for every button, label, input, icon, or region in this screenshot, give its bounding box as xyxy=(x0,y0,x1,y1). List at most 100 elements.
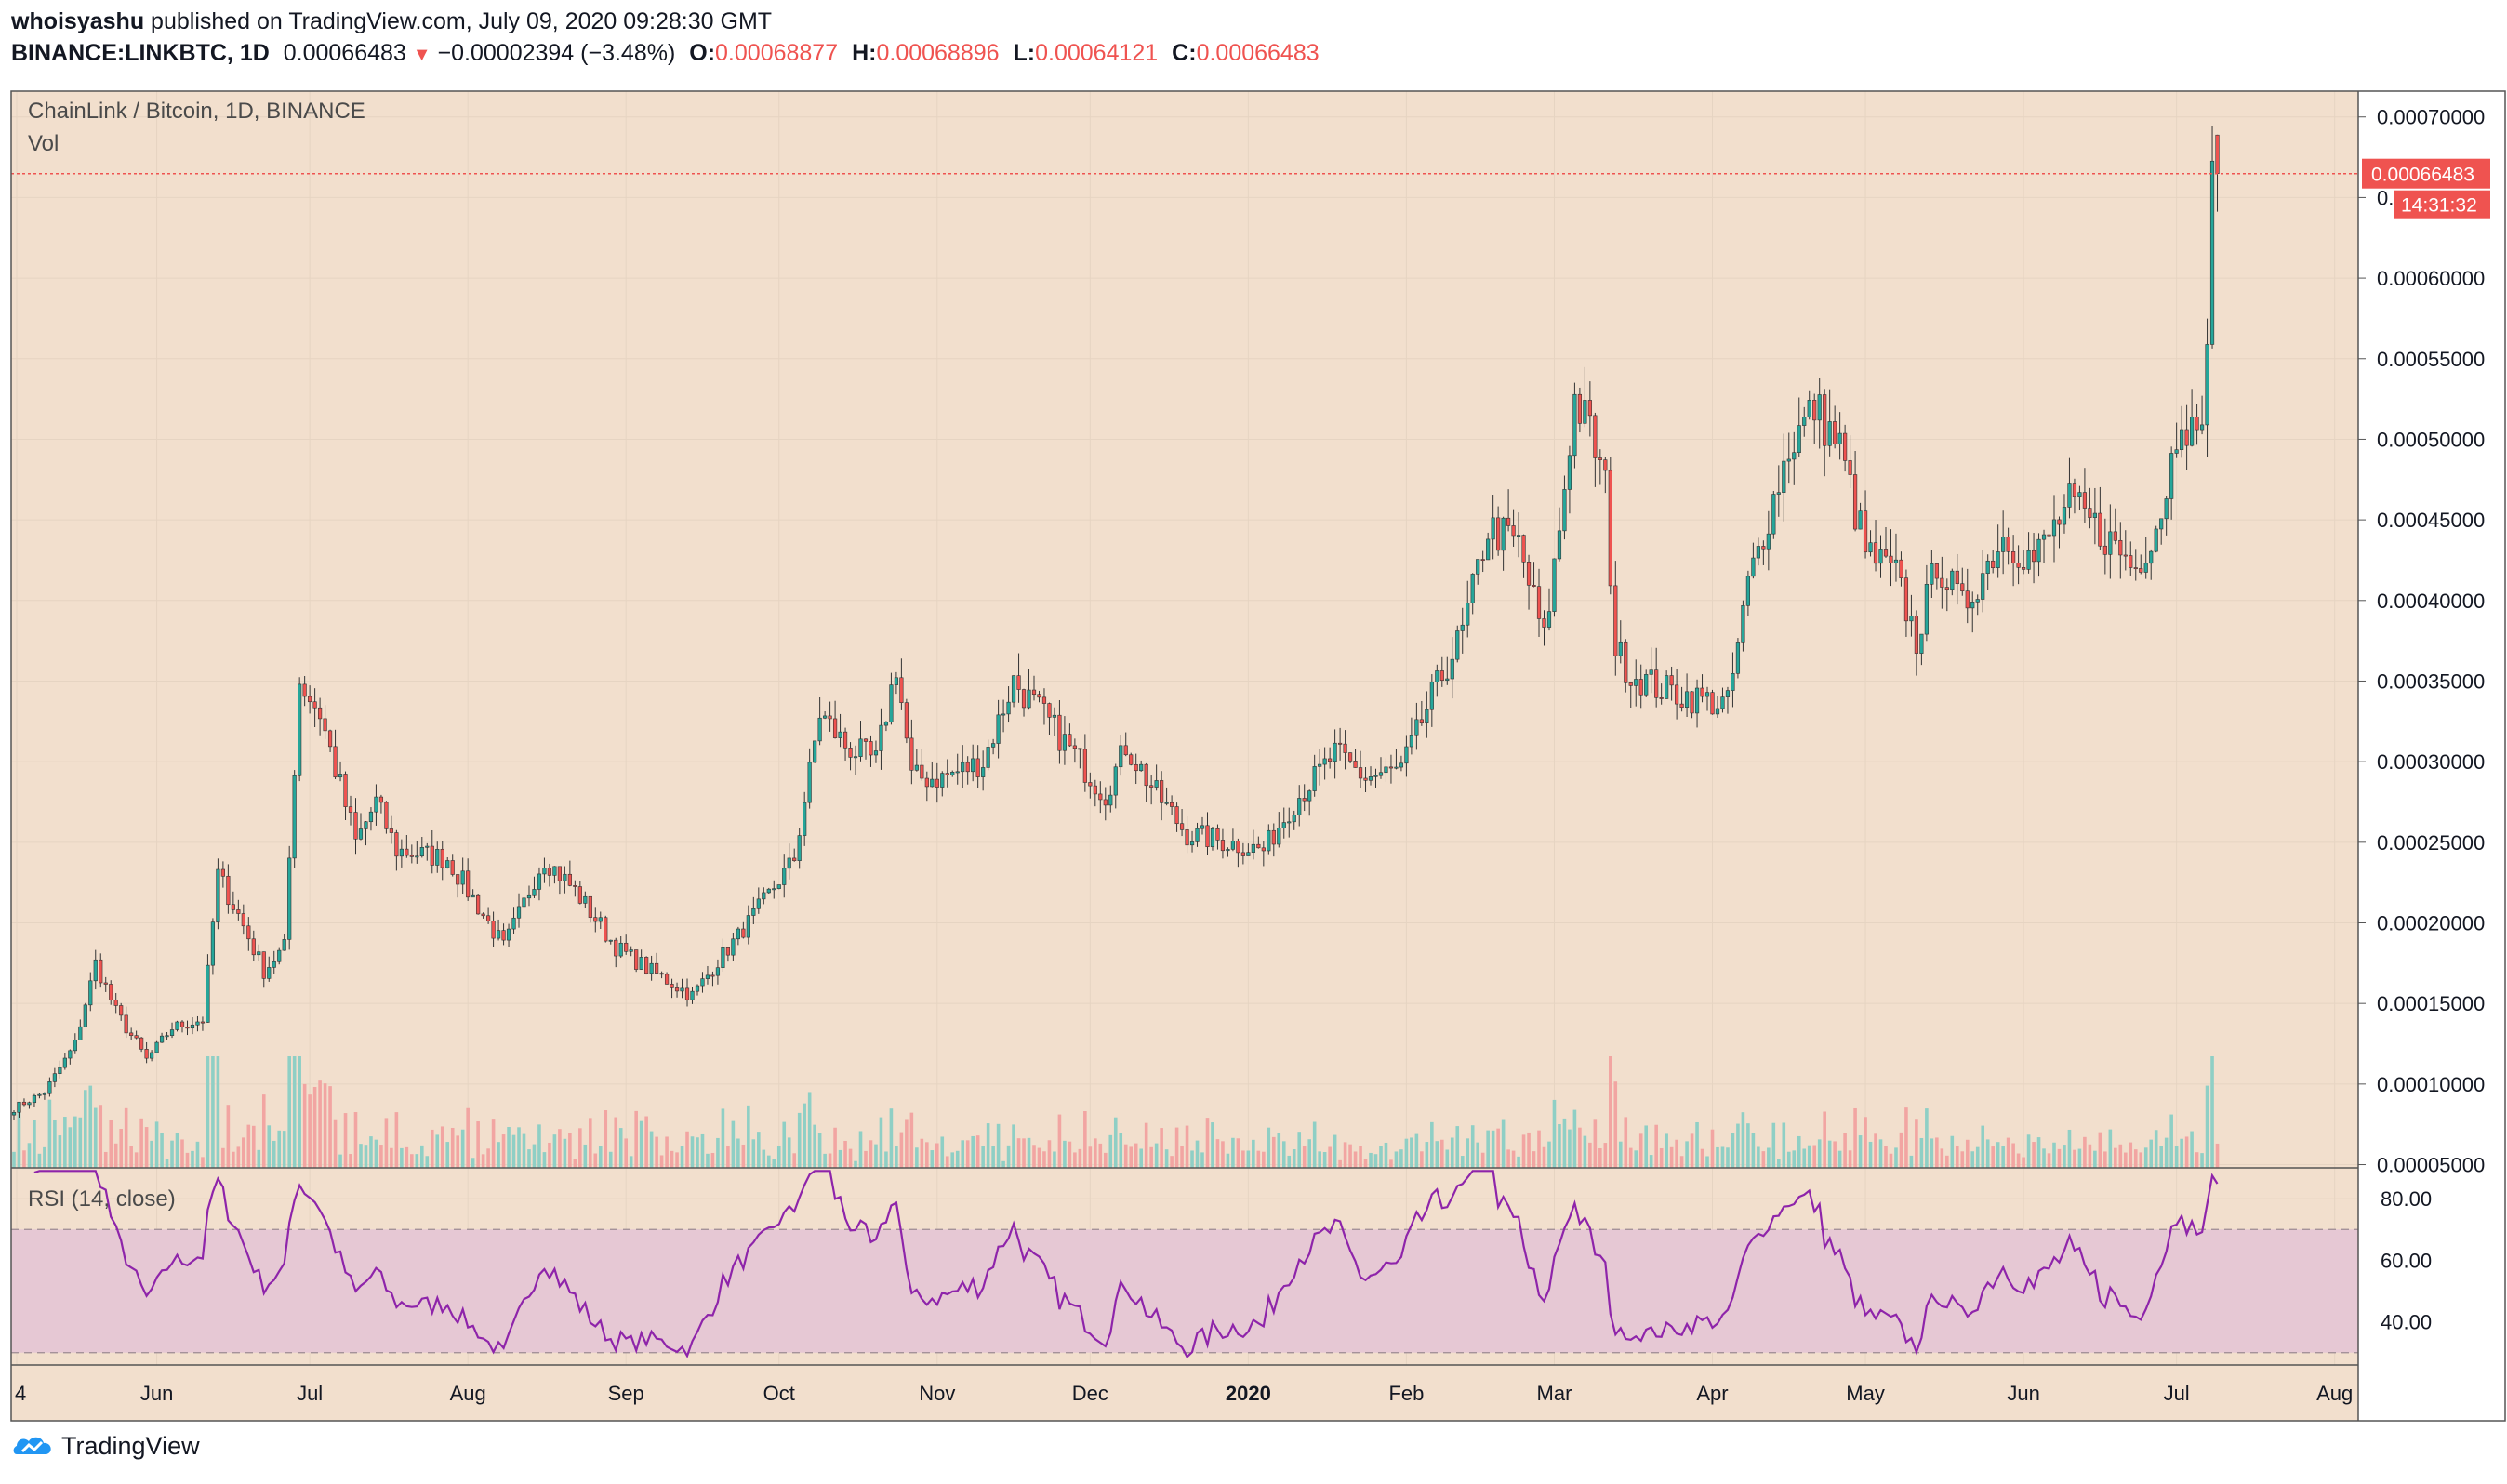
candle-body xyxy=(1812,400,1817,421)
candle-body xyxy=(695,985,700,992)
candle-body xyxy=(996,714,1001,744)
volume-bar xyxy=(1363,1159,1368,1168)
rsi-tick-label: 40.00 xyxy=(2381,1311,2432,1334)
candle-body xyxy=(848,748,853,758)
volume-bar xyxy=(1307,1139,1311,1168)
volume-bar xyxy=(583,1144,588,1168)
candle-body xyxy=(1567,455,1572,490)
candle-body xyxy=(961,762,965,773)
volume-bar xyxy=(823,1153,827,1168)
volume-bar xyxy=(1527,1132,1531,1168)
candle-body xyxy=(2199,424,2205,431)
volume-bar xyxy=(1588,1142,1592,1168)
candle-body xyxy=(2047,534,2051,537)
volume-bar xyxy=(2103,1151,2107,1168)
candle-body xyxy=(552,866,557,876)
volume-bar xyxy=(1302,1146,1307,1168)
candle-body xyxy=(1160,780,1164,803)
candle-body xyxy=(179,1021,185,1027)
volume-bar xyxy=(1638,1133,1643,1168)
candle-body xyxy=(236,909,241,914)
volume-bar xyxy=(236,1146,241,1168)
volume-bar xyxy=(374,1139,378,1168)
candle-body xyxy=(710,974,715,977)
volume-bar xyxy=(1373,1154,1378,1168)
candle-body xyxy=(2102,545,2107,555)
candle-body xyxy=(327,730,333,748)
candle-body xyxy=(879,724,883,751)
rsi-axis[interactable]: 40.00 60.00 80.00 xyxy=(2381,1187,2432,1334)
candle-body xyxy=(649,962,654,974)
volume-bar xyxy=(43,1146,46,1168)
candle-body xyxy=(1388,766,1394,769)
volume-bar xyxy=(22,1150,26,1168)
volume-bar xyxy=(323,1083,327,1168)
high-value: 0.00068896 xyxy=(876,40,1000,66)
volume-bar xyxy=(537,1124,541,1168)
volume-bar xyxy=(1460,1156,1465,1168)
candle-body xyxy=(1914,616,1919,654)
candle-body xyxy=(2098,512,2102,547)
volume-bar xyxy=(558,1129,562,1168)
candle-body xyxy=(899,677,904,703)
candle-body xyxy=(1149,785,1154,788)
price-axis[interactable]: 0.00005000 0.00010000 0.00015000 0.00020000… xyxy=(2358,106,2485,1177)
candle-body xyxy=(680,987,684,992)
volume-bar xyxy=(766,1155,771,1168)
time-axis[interactable]: 4 Jun Jul Aug Sep Oct Nov Dec 2020 Feb Mar Apr May Ju… xyxy=(15,1382,2353,1405)
volume-bar xyxy=(2149,1139,2154,1168)
volume-bar xyxy=(787,1137,791,1168)
candle-body xyxy=(684,987,690,1000)
candle-body xyxy=(2164,498,2169,520)
volume-bar xyxy=(338,1154,342,1168)
volume-bar xyxy=(665,1136,669,1168)
candle-body xyxy=(1797,425,1801,454)
volume-bar xyxy=(1771,1122,1776,1168)
candle-body xyxy=(1098,793,1103,801)
series-title[interactable]: ChainLink / Bitcoin, 1D, BINANCE xyxy=(28,99,365,124)
candle-body xyxy=(1139,763,1144,772)
volume-bar xyxy=(710,1152,715,1168)
candle-body xyxy=(491,921,496,939)
volume-bar xyxy=(2036,1137,2041,1168)
volume-bar xyxy=(2063,1145,2066,1168)
candle-body xyxy=(614,939,618,957)
tradingview-brand[interactable]: TradingView xyxy=(11,1432,200,1461)
volume-bar xyxy=(884,1151,888,1168)
candle-body xyxy=(1261,847,1266,852)
volume-bar xyxy=(2180,1138,2183,1168)
candle-body xyxy=(522,897,526,908)
volume-bar xyxy=(1078,1148,1082,1168)
candle-body xyxy=(358,828,364,840)
candle-body xyxy=(832,718,838,738)
volume-bar xyxy=(27,1143,32,1168)
candle-body xyxy=(1429,682,1434,710)
volume-bar xyxy=(333,1119,338,1168)
publisher-name[interactable]: whoisyashu xyxy=(11,8,145,34)
volume-bar xyxy=(1919,1137,1924,1168)
volume-bar xyxy=(930,1150,935,1168)
candle-body xyxy=(516,906,522,919)
volume-bar xyxy=(1032,1145,1036,1168)
volume-bar xyxy=(1312,1121,1317,1168)
price-tick-label: 0.00010000 xyxy=(2377,1073,2485,1096)
volume-bar xyxy=(1685,1141,1689,1168)
candle-body xyxy=(1353,761,1358,768)
volume-bar xyxy=(1369,1152,1373,1168)
volume-bar xyxy=(1868,1141,1873,1168)
volume-bar xyxy=(2042,1148,2046,1168)
volume-label[interactable]: Vol xyxy=(28,131,59,156)
candle-body xyxy=(604,917,608,942)
time-tick-label: May xyxy=(1846,1382,1885,1405)
volume-bar xyxy=(1853,1107,1857,1168)
rsi-label[interactable]: RSI (14, close) xyxy=(28,1186,176,1212)
volume-bar xyxy=(1572,1109,1577,1168)
volume-bar xyxy=(1675,1139,1678,1168)
volume-bar xyxy=(696,1137,699,1168)
volume-bar xyxy=(425,1156,430,1168)
candle-body xyxy=(1638,679,1643,696)
last-price-tag xyxy=(2362,158,2490,189)
candle-body xyxy=(1562,489,1567,532)
candle-body xyxy=(1603,459,1608,471)
